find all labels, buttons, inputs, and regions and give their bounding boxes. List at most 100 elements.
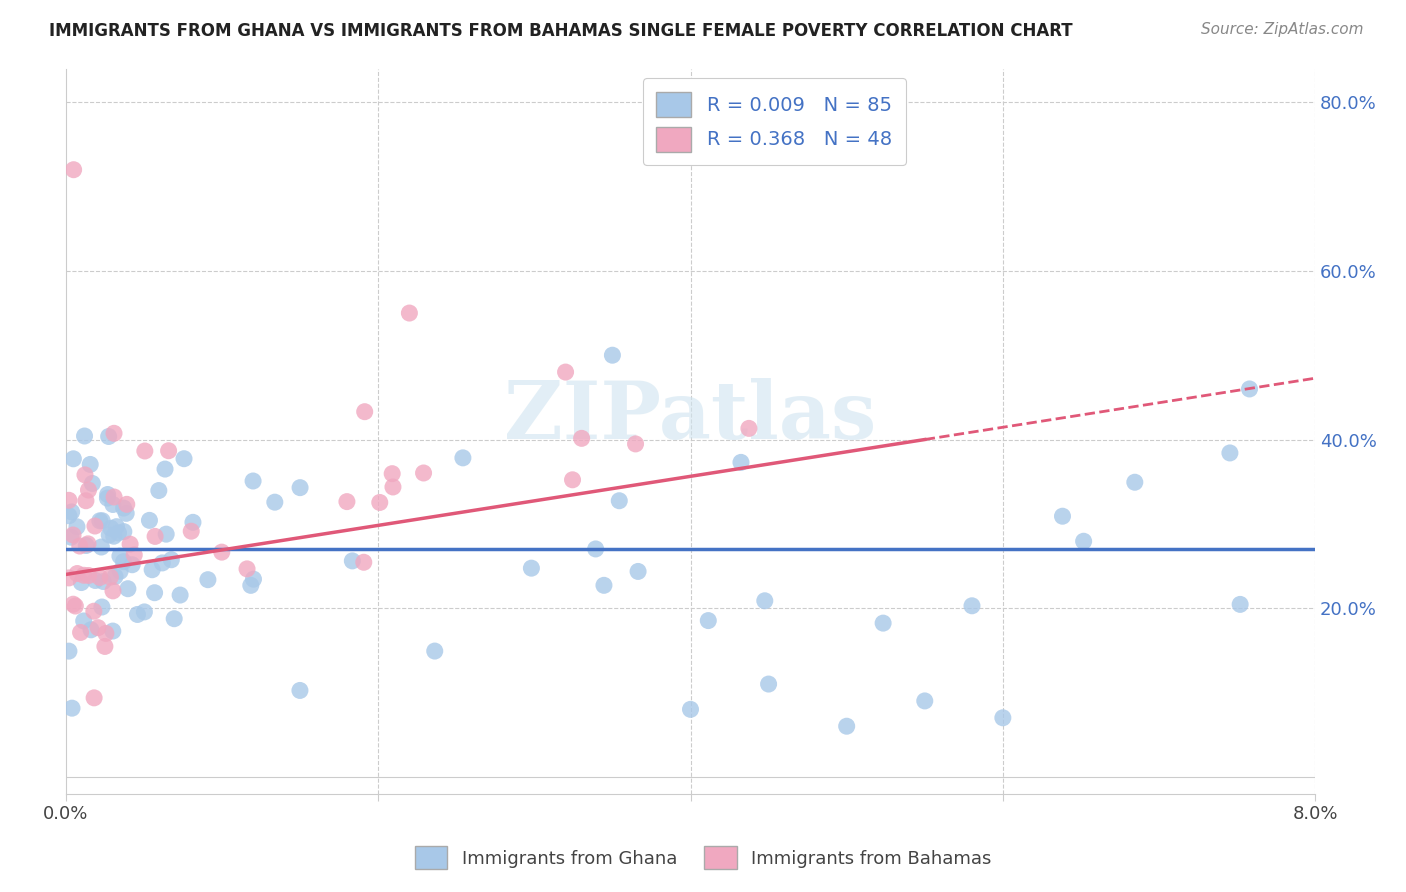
- Point: [70, 575, 93, 590]
- Point: [263, 495, 285, 509]
- Point: [336, 494, 359, 508]
- Point: [398, 306, 420, 320]
- Point: [150, 556, 173, 570]
- Point: [62, 528, 84, 542]
- Point: [412, 466, 434, 480]
- Point: [122, 548, 145, 562]
- Point: [98, 570, 121, 584]
- Point: [738, 421, 761, 435]
- Point: [115, 507, 138, 521]
- Point: [82, 476, 104, 491]
- Point: [117, 582, 139, 596]
- Point: [104, 569, 127, 583]
- Point: [1229, 598, 1251, 612]
- Point: [211, 545, 233, 559]
- Point: [73, 614, 96, 628]
- Point: [627, 565, 650, 579]
- Point: [89, 570, 111, 584]
- Point: [97, 487, 120, 501]
- Point: [754, 594, 776, 608]
- Point: [90, 540, 112, 554]
- Text: Source: ZipAtlas.com: Source: ZipAtlas.com: [1201, 22, 1364, 37]
- Point: [602, 348, 624, 362]
- Point: [288, 683, 311, 698]
- Point: [60, 505, 83, 519]
- Point: [60, 530, 83, 544]
- Point: [79, 458, 101, 472]
- Point: [872, 616, 894, 631]
- Point: [561, 473, 583, 487]
- Point: [84, 574, 107, 588]
- Point: [58, 493, 80, 508]
- Legend: Immigrants from Ghana, Immigrants from Bahamas: Immigrants from Ghana, Immigrants from B…: [405, 838, 1001, 879]
- Point: [353, 555, 375, 569]
- Point: [94, 640, 117, 654]
- Point: [69, 625, 91, 640]
- Point: [138, 513, 160, 527]
- Point: [105, 519, 128, 533]
- Point: [100, 521, 122, 535]
- Point: [69, 539, 91, 553]
- Point: [153, 462, 176, 476]
- Point: [143, 585, 166, 599]
- Point: [239, 578, 262, 592]
- Point: [84, 519, 107, 533]
- Point: [89, 514, 111, 528]
- Point: [96, 491, 118, 505]
- Point: [97, 429, 120, 443]
- Point: [160, 553, 183, 567]
- Point: [1123, 475, 1146, 490]
- Point: [112, 524, 135, 539]
- Point: [108, 564, 131, 578]
- Point: [87, 621, 110, 635]
- Point: [181, 516, 204, 530]
- Point: [90, 600, 112, 615]
- Legend: R = 0.009   N = 85, R = 0.368   N = 48: R = 0.009 N = 85, R = 0.368 N = 48: [643, 78, 905, 165]
- Point: [73, 467, 96, 482]
- Point: [381, 480, 404, 494]
- Point: [127, 607, 149, 622]
- Point: [73, 429, 96, 443]
- Point: [554, 365, 576, 379]
- Point: [75, 493, 97, 508]
- Point: [914, 694, 936, 708]
- Point: [77, 568, 100, 582]
- Point: [73, 568, 96, 582]
- Point: [91, 514, 114, 528]
- Point: [103, 426, 125, 441]
- Point: [423, 644, 446, 658]
- Text: IMMIGRANTS FROM GHANA VS IMMIGRANTS FROM BAHAMAS SINGLE FEMALE POVERTY CORRELATI: IMMIGRANTS FROM GHANA VS IMMIGRANTS FROM…: [49, 22, 1073, 40]
- Point: [173, 451, 195, 466]
- Point: [58, 644, 80, 658]
- Point: [169, 588, 191, 602]
- Point: [101, 624, 124, 638]
- Point: [1052, 509, 1074, 524]
- Point: [103, 490, 125, 504]
- Point: [180, 524, 202, 539]
- Point: [58, 508, 80, 523]
- Point: [520, 561, 543, 575]
- Point: [758, 677, 780, 691]
- Point: [115, 497, 138, 511]
- Point: [697, 614, 720, 628]
- Point: [163, 612, 186, 626]
- Point: [730, 455, 752, 469]
- Point: [1073, 534, 1095, 549]
- Point: [80, 623, 103, 637]
- Point: [451, 450, 474, 465]
- Point: [835, 719, 858, 733]
- Point: [60, 701, 83, 715]
- Point: [58, 571, 80, 585]
- Point: [1239, 382, 1261, 396]
- Point: [960, 599, 983, 613]
- Point: [368, 495, 391, 509]
- Point: [242, 572, 264, 586]
- Point: [107, 525, 129, 540]
- Point: [242, 474, 264, 488]
- Point: [83, 690, 105, 705]
- Point: [288, 481, 311, 495]
- Point: [98, 528, 121, 542]
- Point: [112, 555, 135, 569]
- Point: [103, 529, 125, 543]
- Point: [112, 501, 135, 516]
